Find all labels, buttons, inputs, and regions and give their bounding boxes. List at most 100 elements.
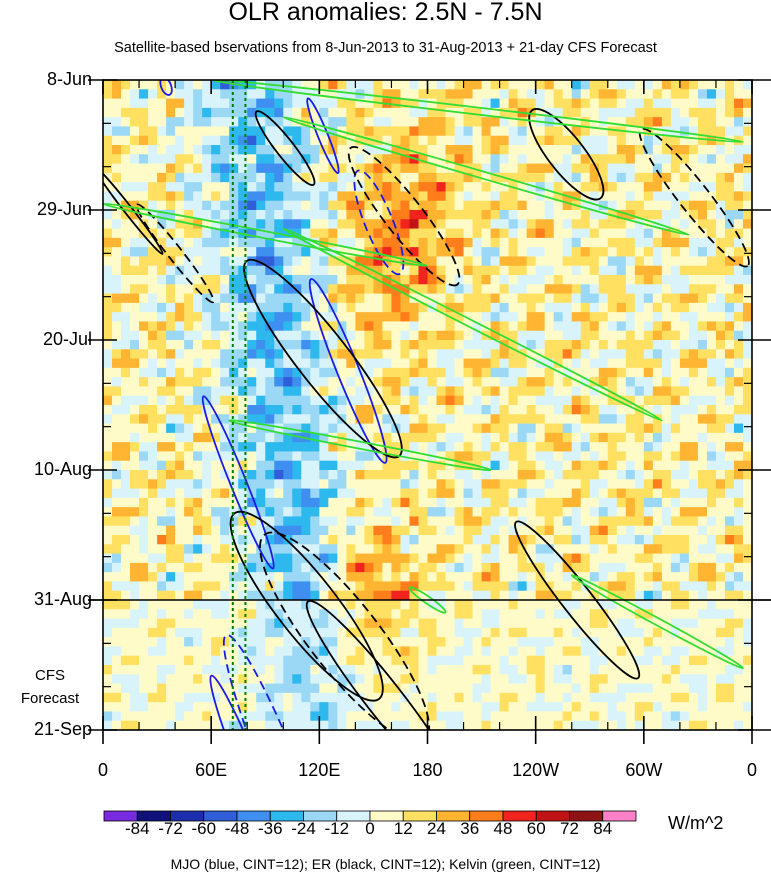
heatmap-cell: [238, 572, 248, 583]
heatmap-cell: [409, 535, 420, 545]
heatmap-cell: [490, 237, 501, 248]
heatmap-cell: [481, 414, 492, 425]
heatmap-cell: [490, 367, 501, 378]
heatmap-cell: [184, 237, 194, 248]
heatmap-cell: [589, 525, 600, 536]
heatmap-cell: [292, 284, 302, 295]
heatmap-cell: [418, 646, 429, 657]
heatmap-cell: [508, 330, 519, 341]
heatmap-cell: [202, 470, 212, 480]
heatmap-cell: [499, 432, 510, 443]
heatmap-cell: [535, 674, 546, 685]
heatmap-cell: [391, 89, 402, 100]
heatmap-cell: [418, 460, 429, 471]
heatmap-cell: [400, 414, 411, 425]
heatmap-cell: [607, 293, 618, 304]
heatmap-cell: [733, 126, 744, 137]
heatmap-cell: [193, 618, 203, 629]
heatmap-cell: [598, 340, 609, 350]
heatmap-cell: [382, 637, 393, 648]
heatmap-cell: [121, 414, 131, 425]
heatmap-cell: [607, 89, 618, 100]
heatmap-cell: [706, 395, 717, 406]
heatmap-cell: [337, 637, 347, 648]
heatmap-cell: [301, 562, 311, 573]
heatmap-cell: [571, 646, 582, 657]
heatmap-cell: [265, 98, 275, 109]
heatmap-cell: [652, 154, 663, 165]
heatmap-cell: [211, 172, 221, 183]
heatmap-cell: [391, 497, 402, 508]
heatmap-cell: [472, 609, 483, 620]
heatmap-cell: [715, 312, 726, 323]
heatmap-cell: [670, 665, 681, 675]
heatmap-cell: [175, 340, 185, 350]
heatmap-cell: [445, 572, 456, 583]
heatmap-cell: [625, 525, 636, 536]
heatmap-cell: [292, 572, 302, 583]
heatmap-cell: [436, 172, 447, 183]
heatmap-cell: [454, 497, 465, 508]
heatmap-cell: [607, 460, 618, 471]
heatmap-cell: [418, 535, 429, 545]
heatmap-cell: [733, 609, 744, 620]
heatmap-cell: [364, 98, 375, 109]
heatmap-cell: [634, 312, 645, 323]
heatmap-cell: [292, 340, 302, 350]
heatmap-cell: [634, 414, 645, 425]
heatmap-cell: [166, 284, 176, 295]
heatmap-cell: [121, 451, 131, 462]
heatmap-cell: [571, 377, 582, 388]
heatmap-cell: [112, 451, 122, 462]
heatmap-cell: [526, 163, 537, 174]
heatmap-cell: [256, 414, 266, 425]
heatmap-cell: [616, 507, 627, 518]
heatmap-cell: [409, 572, 420, 583]
heatmap-cell: [589, 692, 600, 703]
heatmap-cell: [184, 330, 194, 341]
heatmap-cell: [652, 265, 663, 276]
heatmap-cell: [130, 405, 140, 415]
heatmap-cell: [130, 423, 140, 434]
heatmap-cell: [409, 80, 420, 90]
heatmap-cell: [382, 172, 393, 183]
heatmap-cell: [688, 145, 699, 155]
heatmap-cell: [400, 358, 411, 369]
heatmap-cell: [589, 702, 600, 713]
heatmap-cell: [409, 219, 420, 230]
heatmap-cell: [562, 367, 573, 378]
heatmap-cell: [436, 692, 447, 703]
heatmap-cell: [247, 692, 257, 703]
heatmap-cell: [211, 367, 221, 378]
heatmap-cell: [562, 414, 573, 425]
heatmap-cell: [616, 89, 627, 100]
heatmap-cell: [724, 479, 735, 490]
heatmap-cell: [301, 349, 311, 360]
heatmap-cell: [706, 470, 717, 480]
heatmap-cell: [508, 293, 519, 304]
heatmap-cell: [535, 702, 546, 713]
heatmap-cell: [193, 590, 203, 601]
heatmap-cell: [337, 451, 347, 462]
heatmap-cell: [679, 720, 690, 730]
heatmap-cell: [193, 117, 203, 128]
heatmap-cell: [535, 525, 546, 536]
heatmap-cell: [490, 414, 501, 425]
heatmap-cell: [373, 358, 384, 369]
heatmap-cell: [157, 284, 167, 295]
heatmap-cell: [733, 377, 744, 388]
heatmap-cell: [733, 683, 744, 694]
heatmap-cell: [526, 377, 537, 388]
heatmap-cell: [130, 126, 140, 137]
heatmap-cell: [535, 135, 546, 146]
heatmap-cell: [553, 349, 564, 360]
heatmap-cell: [625, 349, 636, 360]
heatmap-cell: [211, 544, 221, 555]
heatmap-cell: [229, 572, 239, 583]
heatmap-cell: [346, 293, 356, 304]
heatmap-cell: [481, 247, 492, 258]
heatmap-cell: [526, 488, 537, 499]
heatmap-cell: [400, 423, 411, 434]
heatmap-cell: [652, 507, 663, 518]
heatmap-cell: [337, 349, 347, 360]
